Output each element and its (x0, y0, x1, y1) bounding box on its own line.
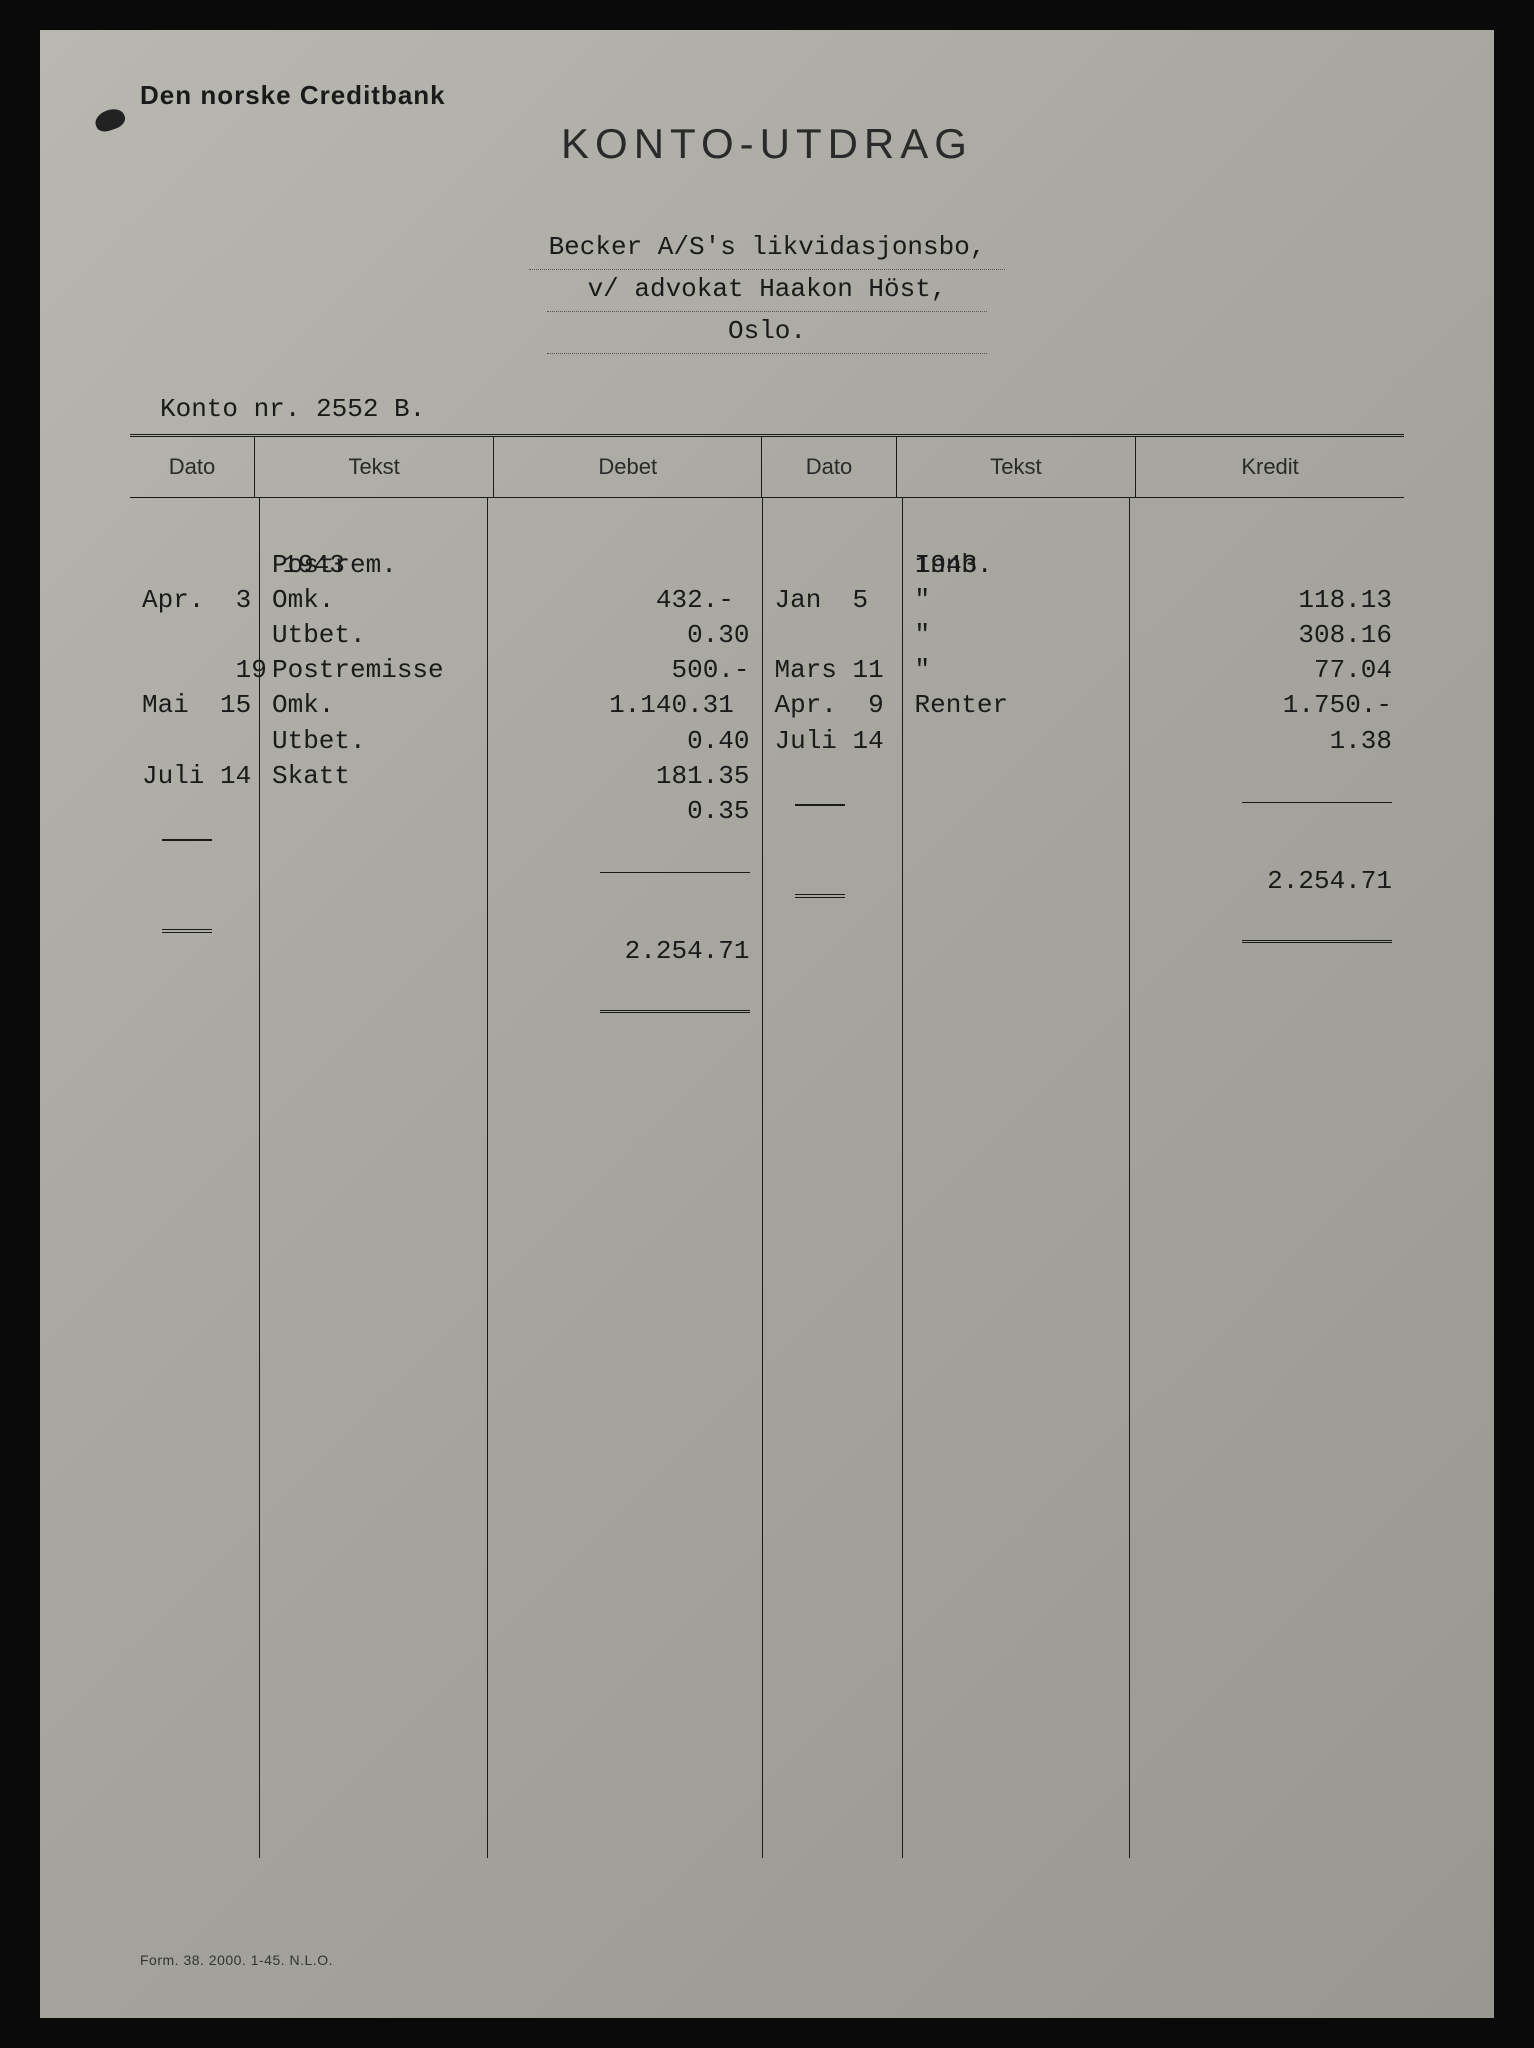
col-header-tekst2: Tekst (897, 437, 1136, 497)
debit-total: 2.254.71 (625, 936, 750, 966)
col-header-debet: Debet (494, 437, 762, 497)
rule-mark (795, 804, 845, 806)
rule-mark-double (162, 929, 212, 933)
credit-total-double-rule (1242, 940, 1392, 943)
addressee-line-3: Oslo. (547, 312, 987, 354)
rule-mark-double (795, 894, 845, 898)
debit-total-rule (600, 872, 750, 873)
debit-amount-col: 432.- 0.30 500.- 1.140.31 0.40 181.35 0.… (488, 498, 763, 1858)
ledger-body: 1943 Apr. 3 19 Mai 15 Juli 14 Postrem. O… (130, 498, 1404, 1858)
addressee-line-2: v/ advokat Haakon Höst, (547, 270, 987, 312)
ledger-table: Dato Tekst Debet Dato Tekst Kredit 1943 … (130, 434, 1404, 1857)
col-header-dato2: Dato (762, 437, 896, 497)
col-header-kredit: Kredit (1136, 437, 1404, 497)
credit-tekst-col: Innb. " " " Renter (903, 498, 1131, 1858)
debit-dato-col: 1943 Apr. 3 19 Mai 15 Juli 14 (130, 498, 260, 1858)
credit-total-rule (1242, 802, 1392, 803)
paper-clip-mark (92, 105, 127, 134)
document-title: KONTO-UTDRAG (130, 120, 1404, 168)
credit-amounts: 118.13 308.16 77.04 1.750.- 1.38 (1283, 585, 1392, 755)
addressee-line-1: Becker A/S's likvidasjonsbo, (529, 228, 1006, 270)
rule-mark (162, 839, 212, 841)
form-number: Form. 38. 2000. 1-45. N.L.O. (140, 1952, 333, 1968)
col-header-tekst: Tekst (255, 437, 494, 497)
bank-name: Den norske Creditbank (140, 80, 446, 111)
account-number: Konto nr. 2552 B. (160, 394, 1404, 424)
debit-amounts: 432.- 0.30 500.- 1.140.31 0.40 181.35 0.… (609, 585, 749, 826)
credit-total: 2.254.71 (1267, 866, 1392, 896)
credit-dato-col: 1943 Jan 5 Mars 11 Apr. 9 Juli 14 (763, 498, 903, 1858)
debit-total-double-rule (600, 1010, 750, 1013)
debit-tekst-col: Postrem. Omk. Utbet. Postremisse Omk. Ut… (260, 498, 488, 1858)
col-header-dato: Dato (130, 437, 255, 497)
credit-amount-col: 118.13 308.16 77.04 1.750.- 1.38 2.254.7… (1130, 498, 1404, 1858)
document-page: Den norske Creditbank KONTO-UTDRAG Becke… (0, 0, 1534, 2048)
ledger-header-row: Dato Tekst Debet Dato Tekst Kredit (130, 437, 1404, 498)
addressee-block: Becker A/S's likvidasjonsbo, v/ advokat … (130, 228, 1404, 354)
